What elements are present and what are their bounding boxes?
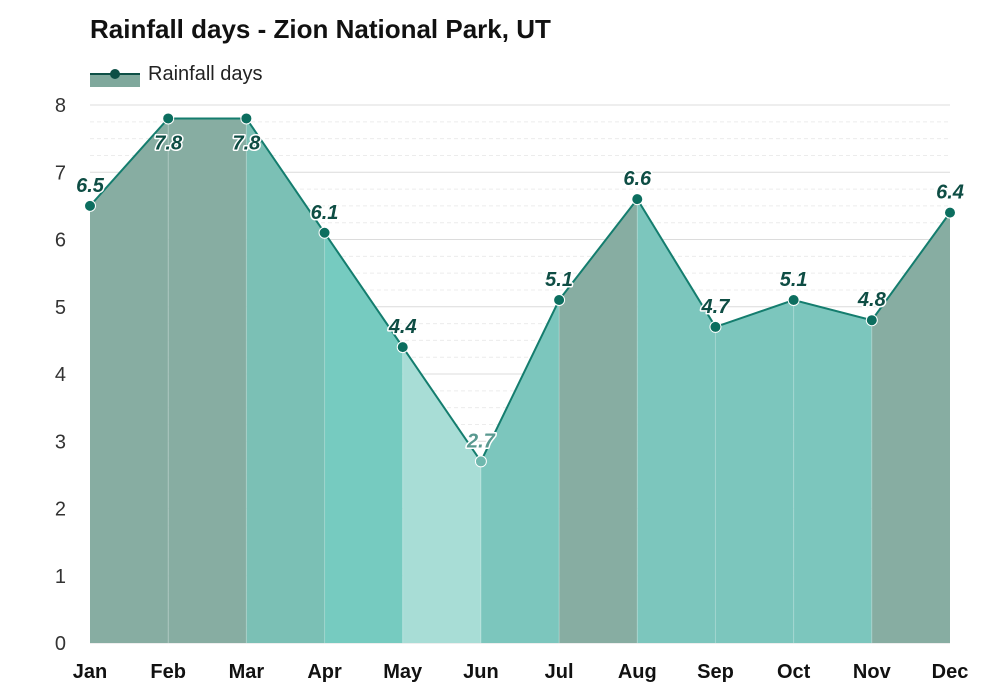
data-label: 5.1 xyxy=(780,269,808,291)
area-segment xyxy=(168,118,247,643)
data-label: 6.1 xyxy=(311,202,339,224)
data-label: 7.8 xyxy=(154,132,183,154)
x-tick-label: Mar xyxy=(229,661,265,683)
segment-dividers xyxy=(167,118,873,643)
data-point xyxy=(162,112,175,125)
y-tick-label: 8 xyxy=(55,95,66,117)
series-line-path xyxy=(89,117,951,464)
x-tick-label: Dec xyxy=(932,661,969,683)
x-tick-label: Sep xyxy=(697,661,734,683)
x-tick-label: Apr xyxy=(307,661,342,683)
data-point xyxy=(84,199,96,212)
x-tick-label: Jun xyxy=(463,661,499,683)
area-segment xyxy=(90,118,169,643)
data-point xyxy=(396,341,409,354)
data-point xyxy=(553,294,566,307)
data-point xyxy=(240,112,253,125)
area-segment xyxy=(637,199,716,643)
series-line xyxy=(89,117,951,464)
x-tick-label: Jan xyxy=(73,661,107,683)
chart-title: Rainfall days - Zion National Park, UT xyxy=(90,14,551,44)
x-tick-label: May xyxy=(383,661,423,683)
x-axis: Jan Feb Mar Apr May Jun Jul Aug Sep Oct Nov Dec xyxy=(73,661,969,683)
data-label: 6.4 xyxy=(936,182,964,204)
data-point xyxy=(631,193,644,206)
y-tick-label: 0 xyxy=(55,633,66,655)
area-segment xyxy=(871,212,950,643)
data-point xyxy=(944,206,956,219)
y-tick-label: 3 xyxy=(55,431,66,453)
x-tick-label: Feb xyxy=(150,661,186,683)
x-tick-label: Nov xyxy=(853,661,892,683)
y-tick-label: 7 xyxy=(55,162,66,184)
data-point xyxy=(474,455,487,468)
data-label: 4.4 xyxy=(388,316,417,338)
data-label: 2.7 xyxy=(466,430,496,452)
legend-label: Rainfall days xyxy=(148,62,263,85)
area-segment xyxy=(480,300,560,643)
area-segments xyxy=(90,118,950,643)
y-tick-label: 5 xyxy=(55,297,66,319)
data-points xyxy=(84,112,956,468)
data-label: 4.7 xyxy=(701,296,731,318)
data-label: 4.8 xyxy=(857,289,887,311)
x-tick-label: Aug xyxy=(618,661,657,683)
y-tick-label: 1 xyxy=(55,566,66,588)
area-segment xyxy=(402,347,481,643)
x-tick-label: Oct xyxy=(777,661,811,683)
data-label: 5.1 xyxy=(545,269,573,291)
y-tick-label: 2 xyxy=(55,499,66,521)
data-point xyxy=(318,226,331,239)
data-point xyxy=(787,294,800,307)
area-segment xyxy=(715,300,794,643)
area-segment xyxy=(559,199,638,643)
y-tick-label: 4 xyxy=(55,364,66,386)
area-segment xyxy=(246,118,325,643)
x-tick-label: Jul xyxy=(545,661,574,683)
area-segment xyxy=(793,300,872,643)
data-labels: 6.5 7.8 7.8 6.1 4.4 2.7 5.1 6.6 4.7 5.1 4.8 6.4 xyxy=(75,131,966,454)
area-segment xyxy=(324,232,403,643)
legend-swatch-icon xyxy=(90,61,140,87)
data-point xyxy=(709,320,722,333)
data-point xyxy=(865,314,878,327)
data-label: 6.5 xyxy=(76,175,105,197)
y-tick-label: 6 xyxy=(55,230,66,252)
data-label: 6.6 xyxy=(623,168,652,190)
legend[interactable]: Rainfall days xyxy=(90,61,263,87)
data-label: 7.8 xyxy=(232,132,261,154)
y-axis: 0 1 2 3 4 5 6 7 8 xyxy=(55,95,66,655)
